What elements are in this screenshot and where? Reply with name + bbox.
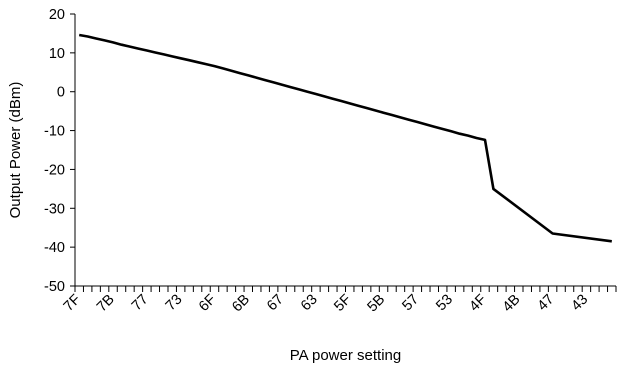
x-tick-label: 73 <box>163 292 186 315</box>
x-tick-label: 63 <box>298 292 321 315</box>
x-tick-label: 7B <box>94 292 118 316</box>
y-axis-ticks: 20 10 0 -10 -20 -30 -40 -50 <box>44 7 75 295</box>
x-axis-ticks: 7F 7B 77 73 6F 6B 67 63 5F 5B 57 53 4F 4B 47 43 <box>61 286 617 316</box>
y-axis-title: Output Power (dBm) <box>7 82 24 219</box>
y-tick-label: 0 <box>57 85 65 101</box>
x-tick-label: 77 <box>129 292 152 315</box>
x-tick-label: 53 <box>433 292 456 315</box>
x-tick-label: 6B <box>229 292 253 316</box>
series-line <box>78 33 612 243</box>
y-tick-label: 20 <box>49 7 65 23</box>
x-tick-label: 57 <box>399 292 422 315</box>
x-tick-label: 5B <box>365 292 389 316</box>
y-tick-label: -30 <box>44 201 65 217</box>
x-tick-label: 67 <box>264 292 287 315</box>
y-tick-label: -20 <box>44 162 65 178</box>
x-tick-label: 43 <box>569 292 592 315</box>
x-tick-label: 6F <box>196 291 219 314</box>
x-tick-label: 47 <box>535 292 558 315</box>
x-tick-label: 4B <box>500 292 524 316</box>
x-axis-title: PA power setting <box>290 347 401 364</box>
y-tick-label: -50 <box>44 279 65 295</box>
x-tick-label: 4F <box>467 291 490 314</box>
y-tick-label: -40 <box>44 240 65 256</box>
y-tick-label: 10 <box>49 46 65 62</box>
y-tick-label: -10 <box>44 124 65 140</box>
x-tick-label: 5F <box>331 291 354 314</box>
